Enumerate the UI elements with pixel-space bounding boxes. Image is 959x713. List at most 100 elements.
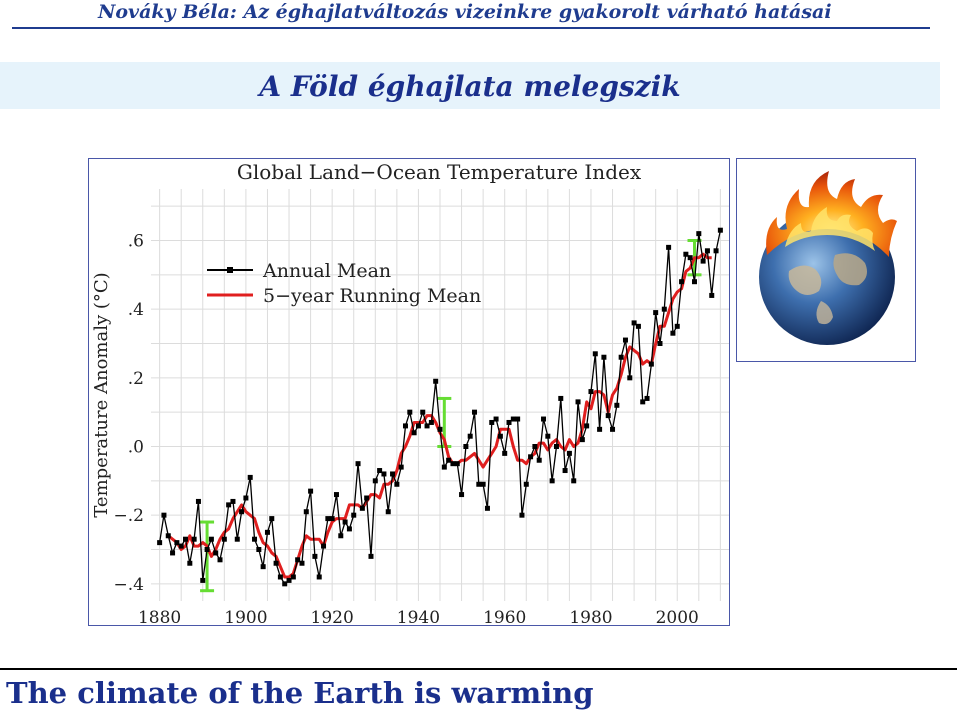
title-band: A Föld éghajlata melegszik (0, 62, 940, 109)
annual-mean-point (368, 553, 374, 559)
annual-mean-point (631, 320, 637, 326)
annual-mean-point (359, 505, 365, 511)
annual-mean-point (372, 478, 378, 484)
annual-mean-point (243, 495, 249, 501)
slide-footer: The climate of the Earth is warming (6, 676, 594, 710)
annual-mean-point (679, 279, 685, 285)
annual-mean-point (683, 251, 689, 257)
annual-mean-point (433, 378, 439, 384)
annual-mean-point (316, 574, 322, 580)
annual-mean-point (489, 419, 495, 425)
x-tick-label: 2000 (656, 608, 699, 625)
chart-canvas: 1880 1900 1920 1940 1960 1980 2000 .6 .4 .2 .0 −.2… (91, 160, 729, 625)
slide-title: A Föld éghajlata melegszik (259, 70, 681, 103)
annual-mean-point (536, 457, 542, 463)
annual-mean-point (415, 423, 421, 429)
uncertainty-bar (200, 520, 215, 593)
annual-mean-point (208, 536, 214, 542)
annual-mean-point (269, 516, 275, 522)
annual-mean-point (174, 540, 180, 546)
annual-mean-point (191, 536, 197, 542)
annual-mean-point (394, 481, 400, 487)
annual-mean-point (204, 547, 210, 552)
temperature-chart: 1880 1900 1920 1940 1960 1980 2000 .6 .4 .2 .0 −.2… (88, 158, 730, 626)
annual-mean-point (256, 547, 262, 552)
annual-mean-point (264, 529, 270, 535)
x-tick-label: 1960 (483, 608, 526, 625)
annual-mean-point (700, 258, 706, 264)
annual-mean-point (454, 461, 460, 467)
annual-mean-point (545, 433, 551, 439)
annual-mean-point (329, 516, 335, 522)
annual-mean-point (234, 536, 240, 542)
annual-mean-point (506, 419, 512, 425)
y-tick-label: −.4 (114, 575, 144, 595)
annual-mean-point (165, 533, 171, 539)
annual-mean-point (346, 526, 352, 532)
annual-mean-point (515, 416, 521, 422)
annual-mean-point (381, 471, 387, 477)
annual-mean-point (648, 361, 654, 367)
annual-mean-point (351, 512, 357, 518)
annual-mean-point (441, 464, 447, 470)
legend-annual-marker (227, 267, 233, 273)
annual-mean-point (420, 409, 426, 415)
annual-mean-point (657, 341, 663, 346)
annual-mean-point (597, 426, 603, 432)
legend-running-label: 5−year Running Mean (263, 285, 481, 307)
annual-mean-point (541, 416, 547, 422)
y-tick-label: .4 (128, 300, 144, 320)
annual-mean-point (290, 574, 296, 580)
annual-mean-point (303, 509, 309, 515)
annual-mean-point (653, 310, 659, 316)
annual-mean-point (704, 248, 710, 254)
annual-mean-point (497, 433, 503, 439)
annual-mean-point (221, 536, 227, 542)
annual-mean-point (549, 478, 555, 484)
annual-mean-point (687, 255, 693, 261)
annual-mean-point (377, 468, 383, 474)
annual-mean-point (691, 279, 697, 285)
annual-mean-point (528, 454, 534, 460)
burning-earth-globe-icon (759, 171, 897, 345)
annual-mean-point (247, 474, 253, 480)
y-axis-label: Temperature Anomaly (°C) (91, 272, 112, 517)
annual-mean-point (226, 502, 232, 508)
x-tick-label: 1980 (569, 608, 612, 625)
annual-mean-point (424, 423, 430, 429)
annual-mean-point (437, 426, 443, 432)
y-tick-label: .6 (128, 232, 144, 252)
annual-mean-point (674, 323, 680, 329)
annual-mean-point (321, 543, 327, 549)
annual-mean-point (411, 430, 417, 436)
annual-mean-point (398, 464, 404, 470)
header-title: Nováky Béla: Az éghajlatváltozás vizeink… (98, 1, 832, 23)
y-tick-label: .0 (128, 438, 144, 458)
annual-mean-point (195, 498, 201, 504)
annual-mean-point (183, 536, 189, 542)
annual-mean-point (178, 543, 184, 549)
annual-mean-point (670, 330, 676, 336)
annual-mean-point (717, 227, 723, 233)
annual-mean-point (450, 461, 456, 467)
x-tick-label: 1940 (397, 608, 440, 625)
annual-mean-point (446, 457, 452, 463)
annual-mean-point (260, 564, 266, 570)
chart-title: Global Land−Ocean Temperature Index (237, 160, 642, 184)
header-divider (12, 27, 930, 29)
annual-mean-point (592, 351, 598, 357)
annual-mean-point (480, 481, 486, 487)
annual-mean-point (286, 577, 292, 583)
annual-mean-point (187, 560, 193, 566)
annual-mean-point (640, 399, 646, 405)
annual-mean-point (571, 478, 577, 484)
annual-mean-series (157, 227, 723, 587)
annual-mean-point (312, 553, 318, 559)
annual-mean-point (385, 509, 391, 515)
x-tick-label: 1900 (224, 608, 267, 625)
annual-mean-point (584, 423, 590, 429)
annual-mean-point (407, 409, 413, 415)
annual-mean-point (493, 416, 499, 422)
annual-mean-point (467, 433, 473, 439)
annual-mean-point (523, 481, 529, 487)
